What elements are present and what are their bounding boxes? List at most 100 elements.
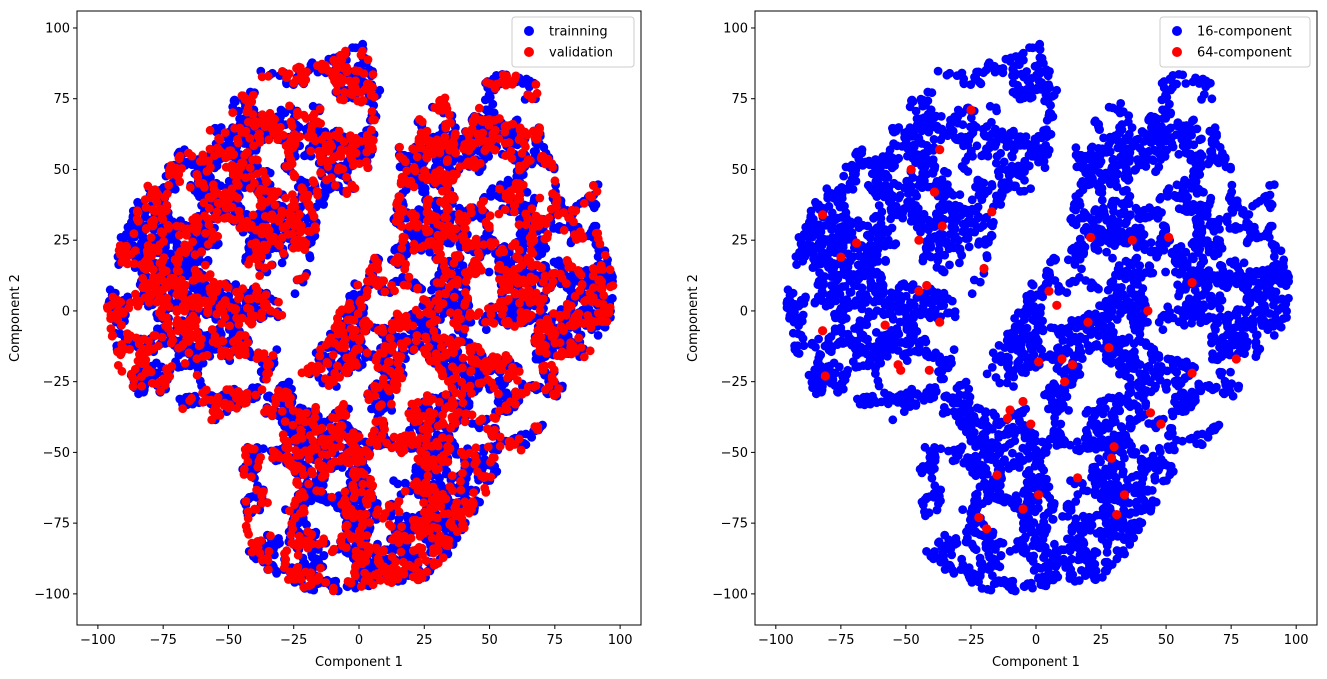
scatter-point (346, 315, 355, 324)
scatter-point (535, 355, 544, 364)
scatter-point (440, 93, 450, 103)
scatter-point (467, 389, 476, 398)
scatter-point (484, 267, 494, 277)
scatter-point (458, 468, 467, 478)
scatter-point (387, 399, 396, 409)
scatter-point (123, 222, 133, 232)
scatter-point (509, 207, 519, 217)
scatter-point (277, 258, 287, 268)
scatter-point (427, 285, 436, 295)
scatter-point (314, 539, 323, 549)
scatter-point (389, 476, 398, 486)
scatter-point (200, 260, 210, 270)
scatter-point (285, 101, 294, 111)
scatter-point (315, 351, 325, 361)
scatter-point (387, 406, 397, 415)
scatter-point (446, 423, 455, 433)
scatter-point (483, 442, 493, 452)
scatter-point (518, 237, 528, 247)
scatter-point (474, 103, 484, 113)
scatter-point (188, 258, 198, 268)
scatter-point (329, 577, 339, 586)
scatter-point (286, 117, 296, 127)
scatter-point (219, 213, 229, 223)
scatter-point (365, 518, 375, 527)
scatter-point (217, 346, 227, 355)
scatter-point (195, 192, 204, 202)
scatter-point (305, 251, 314, 260)
scatter-point (319, 200, 328, 209)
scatter-point (302, 520, 311, 530)
scatter-point (205, 144, 215, 154)
scatter-point (485, 107, 494, 117)
scatter-point (591, 200, 601, 210)
scatter-point (494, 191, 503, 201)
scatter-point (400, 478, 410, 488)
scatter-point (245, 134, 255, 143)
scatter-point (226, 203, 236, 212)
scatter-point (526, 432, 536, 442)
scatter-point (363, 55, 373, 64)
scatter-point (380, 287, 390, 297)
scatter-point (608, 293, 617, 303)
scatter-point (475, 423, 484, 433)
scatter-point (224, 176, 234, 186)
scatter-point (444, 434, 454, 444)
scatter-point (136, 240, 146, 250)
scatter-point (411, 466, 421, 476)
scatter-point (300, 272, 310, 281)
scatter-point (235, 114, 245, 124)
scatter-point (334, 126, 344, 136)
scatter-point (593, 252, 603, 261)
scatter-point (375, 348, 385, 358)
scatter-point (316, 563, 325, 573)
scatter-point (449, 292, 459, 302)
scatter-point (200, 211, 209, 221)
scatter-point (477, 471, 486, 481)
scatter-point (164, 180, 174, 190)
scatter-point (195, 285, 205, 295)
scatter-point (192, 370, 202, 380)
scatter-point (311, 554, 321, 563)
scatter-point (327, 492, 337, 502)
scatter-point (359, 69, 369, 79)
scatter-point (204, 203, 214, 213)
scatter-point (243, 507, 253, 516)
scatter-point (121, 229, 131, 239)
scatter-point (141, 203, 151, 212)
scatter-point (515, 229, 525, 239)
scatter-point (172, 239, 182, 249)
scatter-point (409, 246, 419, 255)
scatter-point (397, 243, 407, 253)
scatter-point (193, 361, 203, 371)
scatter-point (476, 347, 486, 357)
scatter-point (178, 404, 188, 414)
scatter-point (353, 309, 363, 319)
scatter-point (495, 184, 504, 194)
scatter-point (419, 184, 429, 194)
scatter-point (432, 135, 442, 145)
scatter-point (220, 128, 230, 138)
scatter-point (502, 179, 512, 189)
scatter-point (302, 214, 312, 224)
scatter-point (514, 220, 524, 230)
scatter-point (593, 331, 603, 340)
scatter-point (320, 496, 330, 505)
scatter-point (421, 332, 430, 342)
scatter-point (425, 247, 435, 257)
scatter-point (278, 67, 287, 76)
scatter-point (394, 514, 404, 524)
scatter-point (389, 432, 399, 442)
scatter-point (456, 485, 466, 495)
scatter-point (225, 321, 235, 331)
scatter-point (362, 348, 372, 358)
scatter-point (477, 414, 487, 424)
scatter-point (458, 353, 468, 363)
scatter-point (180, 359, 190, 368)
scatter-point (396, 547, 406, 557)
scatter-point (432, 255, 442, 265)
scatter-point (328, 350, 338, 360)
scatter-point (372, 441, 382, 451)
scatter-point (481, 325, 491, 335)
